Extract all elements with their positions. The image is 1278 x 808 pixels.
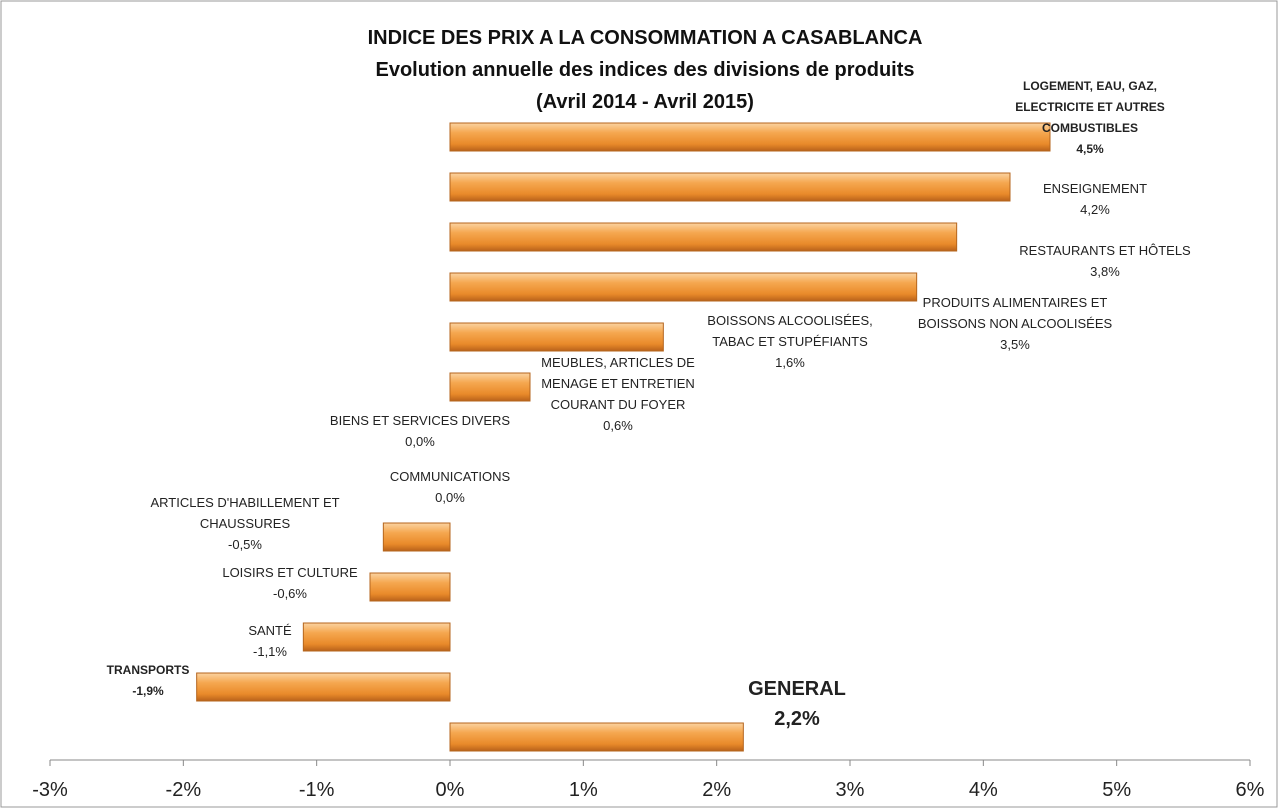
category-label: COMMUNICATIONS — [389, 469, 511, 484]
bar-label: SANTÉ -1,1% — [248, 620, 291, 662]
bar-label: LOGEMENT, EAU, GAZ, ELECTRICITE ET AUTRE… — [1015, 76, 1165, 160]
bar-label: COMMUNICATIONS 0,0% — [390, 466, 510, 508]
value-label: -1,9% — [132, 684, 164, 698]
bar-label: MEUBLES, ARTICLES DE MENAGE ET ENTRETIEN… — [541, 352, 695, 436]
x-tick-label: -2% — [166, 779, 202, 801]
category-label: BIENS ET SERVICES DIVERS — [329, 413, 511, 428]
x-tick-label: 2% — [702, 779, 731, 801]
bar — [449, 372, 531, 402]
value-label: 4,2% — [1080, 202, 1110, 217]
value-label: 4,5% — [1076, 142, 1104, 156]
bar — [449, 322, 664, 352]
bar-label: LOISIRS ET CULTURE -0,6% — [222, 562, 357, 604]
category-label: RESTAURANTS ET HÔTELS — [1019, 243, 1191, 258]
bar-label: RESTAURANTS ET HÔTELS 3,8% — [1019, 240, 1190, 282]
x-tick-label: -1% — [299, 779, 335, 801]
category-label: LOISIRS ET CULTURE — [222, 565, 358, 580]
bar — [382, 522, 451, 552]
x-tick-label: 3% — [836, 779, 865, 801]
category-label: GENERAL — [748, 678, 846, 700]
x-tick-label: -3% — [32, 779, 68, 801]
value-label: 0,0% — [435, 490, 465, 505]
value-label: 0,0% — [405, 434, 435, 449]
bar-label: TRANSPORTS -1,9% — [107, 660, 190, 702]
bar-label: GENERAL 2,2% — [748, 674, 846, 734]
bar-label: PRODUITS ALIMENTAIRES ET BOISSONS NON AL… — [918, 292, 1112, 355]
value-label: 3,5% — [1000, 337, 1030, 352]
bar-label: BOISSONS ALCOOLISÉES, TABAC ET STUPÉFIAN… — [707, 310, 872, 373]
bar-label: ARTICLES D'HABILLEMENT ET CHAUSSURES -0,5… — [150, 492, 339, 555]
x-tick-label: 4% — [969, 779, 998, 801]
category-label: BOISSONS ALCOOLISÉES, TABAC ET STUPÉFIAN… — [707, 313, 873, 349]
x-tick-label: 1% — [569, 779, 598, 801]
bar — [449, 222, 958, 252]
bar-label: BIENS ET SERVICES DIVERS 0,0% — [330, 410, 510, 452]
bar — [449, 722, 744, 752]
chart-title: INDICE DES PRIX A LA CONSOMMATION A CASA… — [367, 27, 923, 113]
x-tick-label: 5% — [1102, 779, 1131, 801]
value-label: -1,1% — [253, 644, 287, 659]
category-label: SANTÉ — [248, 623, 292, 638]
value-label: 2,2% — [774, 708, 820, 730]
bar — [369, 572, 451, 602]
category-label: ENSEIGNEMENT — [1042, 181, 1148, 196]
category-label: MEUBLES, ARTICLES DE MENAGE ET ENTRETIEN… — [541, 355, 695, 412]
category-label: TRANSPORTS — [106, 663, 190, 677]
category-label: PRODUITS ALIMENTAIRES ET BOISSONS NON AL… — [917, 295, 1113, 331]
value-label: -0,6% — [273, 586, 307, 601]
bar — [196, 672, 451, 702]
value-label: 1,6% — [775, 355, 805, 370]
value-label: 0,6% — [603, 418, 633, 433]
bar — [449, 172, 1011, 202]
category-label: ARTICLES D'HABILLEMENT ET CHAUSSURES — [150, 495, 340, 531]
x-tick-label: 0% — [436, 779, 465, 801]
x-tick-label: 6% — [1236, 779, 1265, 801]
bar — [302, 622, 451, 652]
category-label: LOGEMENT, EAU, GAZ, ELECTRICITE ET AUTRE… — [1015, 79, 1165, 135]
bar — [449, 272, 918, 302]
bar-label: ENSEIGNEMENT 4,2% — [1043, 178, 1147, 220]
bar — [449, 122, 1051, 152]
value-label: -0,5% — [228, 537, 262, 552]
value-label: 3,8% — [1090, 264, 1120, 279]
